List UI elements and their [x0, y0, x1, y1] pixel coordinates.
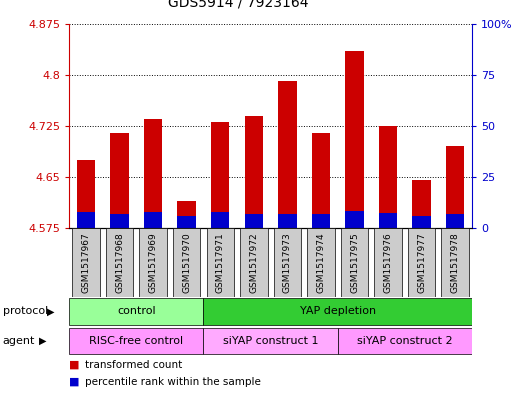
Bar: [204, 298, 472, 325]
Text: GSM1517971: GSM1517971: [216, 232, 225, 293]
Bar: [412, 216, 431, 228]
Bar: [240, 228, 268, 297]
Text: YAP depletion: YAP depletion: [300, 307, 376, 316]
Bar: [177, 217, 196, 228]
Bar: [245, 214, 263, 228]
Bar: [307, 228, 334, 297]
Bar: [312, 214, 330, 228]
Text: ■: ■: [69, 377, 80, 387]
Bar: [245, 116, 263, 228]
Bar: [341, 228, 368, 297]
Text: siYAP construct 1: siYAP construct 1: [223, 336, 319, 346]
Bar: [345, 211, 364, 228]
Bar: [69, 328, 204, 354]
Bar: [173, 228, 201, 297]
Bar: [211, 212, 229, 228]
Bar: [77, 160, 95, 228]
Bar: [204, 328, 338, 354]
Bar: [69, 298, 204, 325]
Bar: [177, 201, 196, 228]
Bar: [412, 180, 431, 228]
Bar: [106, 228, 133, 297]
Bar: [207, 228, 234, 297]
Bar: [110, 132, 129, 228]
Text: GSM1517978: GSM1517978: [451, 232, 460, 293]
Bar: [338, 328, 472, 354]
Text: GSM1517973: GSM1517973: [283, 232, 292, 293]
Bar: [278, 214, 297, 228]
Bar: [211, 122, 229, 228]
Text: RISC-free control: RISC-free control: [89, 336, 184, 346]
Bar: [77, 212, 95, 228]
Bar: [110, 214, 129, 228]
Text: GSM1517974: GSM1517974: [317, 232, 325, 293]
Bar: [273, 228, 301, 297]
Bar: [144, 119, 163, 228]
Bar: [278, 81, 297, 228]
Text: GSM1517967: GSM1517967: [82, 232, 90, 293]
Text: GSM1517968: GSM1517968: [115, 232, 124, 293]
Text: transformed count: transformed count: [85, 360, 182, 370]
Bar: [312, 132, 330, 228]
Text: control: control: [117, 307, 155, 316]
Text: GSM1517972: GSM1517972: [249, 232, 259, 293]
Bar: [408, 228, 436, 297]
Text: GSM1517976: GSM1517976: [384, 232, 392, 293]
Bar: [379, 126, 397, 228]
Text: siYAP construct 2: siYAP construct 2: [357, 336, 452, 346]
Bar: [140, 228, 167, 297]
Bar: [441, 228, 469, 297]
Bar: [446, 214, 464, 228]
Text: protocol: protocol: [3, 307, 48, 316]
Text: ▶: ▶: [38, 336, 46, 346]
Bar: [446, 146, 464, 228]
Text: GSM1517975: GSM1517975: [350, 232, 359, 293]
Text: GSM1517969: GSM1517969: [149, 232, 157, 293]
Bar: [374, 228, 402, 297]
Text: GSM1517970: GSM1517970: [182, 232, 191, 293]
Text: ▶: ▶: [47, 307, 55, 316]
Text: GSM1517977: GSM1517977: [417, 232, 426, 293]
Text: percentile rank within the sample: percentile rank within the sample: [85, 377, 261, 387]
Text: agent: agent: [3, 336, 35, 346]
Bar: [379, 213, 397, 228]
Text: GDS5914 / 7923164: GDS5914 / 7923164: [168, 0, 309, 10]
Text: ■: ■: [69, 360, 80, 370]
Bar: [345, 51, 364, 228]
Bar: [144, 212, 163, 228]
Bar: [72, 228, 100, 297]
